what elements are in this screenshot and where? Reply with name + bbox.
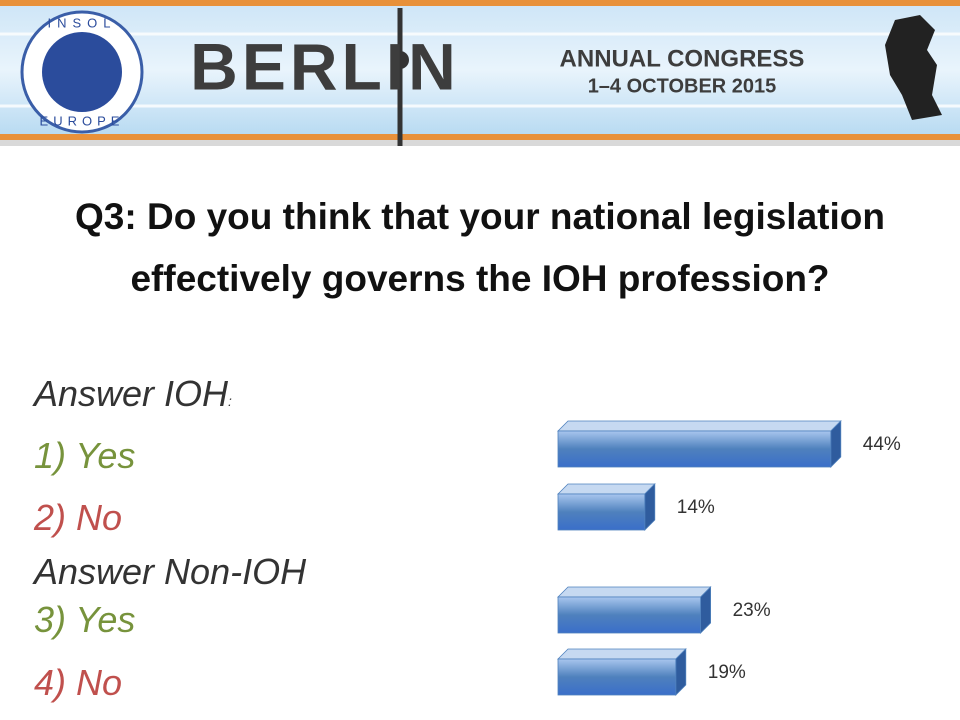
logo-map bbox=[42, 32, 122, 112]
bear bbox=[885, 15, 942, 120]
bar-front bbox=[557, 596, 702, 634]
logo-top: INSOL bbox=[47, 15, 116, 30]
bar-front bbox=[557, 658, 677, 696]
answer-item: 4) No bbox=[34, 662, 123, 703]
bar bbox=[557, 483, 656, 531]
answer-item: 2) No bbox=[34, 497, 123, 538]
answer-item: 3) Yes bbox=[34, 599, 136, 640]
bar bbox=[557, 420, 842, 468]
stripes bbox=[0, 32, 960, 108]
group-mark: : bbox=[228, 393, 232, 409]
bar bbox=[557, 648, 687, 696]
bar-front bbox=[557, 430, 832, 468]
bar-front bbox=[557, 493, 646, 531]
answer-item: 1) Yes bbox=[34, 435, 136, 476]
data-label: 14% bbox=[677, 497, 715, 518]
dates: 1–4 OCTOBER 2015 bbox=[588, 75, 777, 97]
banner: INSOL EUROPE BERLIN ANNUAL CONGRESS 1–4 … bbox=[0, 0, 960, 146]
bar bbox=[557, 586, 712, 634]
bar-top bbox=[557, 586, 712, 598]
logo-bottom: EUROPE bbox=[40, 113, 125, 128]
data-label: 19% bbox=[708, 662, 746, 683]
data-label: 23% bbox=[733, 600, 771, 621]
tower-ball bbox=[391, 51, 409, 69]
shadow bbox=[0, 140, 960, 146]
chart-title: Q3: Do you think that your national legi… bbox=[75, 196, 885, 299]
bar-top bbox=[557, 648, 687, 660]
city: BERLIN bbox=[190, 29, 460, 103]
bottom-border bbox=[0, 134, 960, 140]
event: ANNUAL CONGRESS bbox=[560, 45, 805, 72]
top-border bbox=[0, 0, 960, 6]
bar-top bbox=[557, 483, 656, 495]
bar-top bbox=[557, 420, 842, 432]
group-label: Answer Non-IOH bbox=[34, 551, 307, 592]
data-label: 44% bbox=[863, 434, 901, 455]
group-text: Answer IOH bbox=[34, 373, 229, 414]
banner-bg bbox=[0, 6, 960, 134]
group-label: Answer IOH: bbox=[34, 374, 232, 421]
